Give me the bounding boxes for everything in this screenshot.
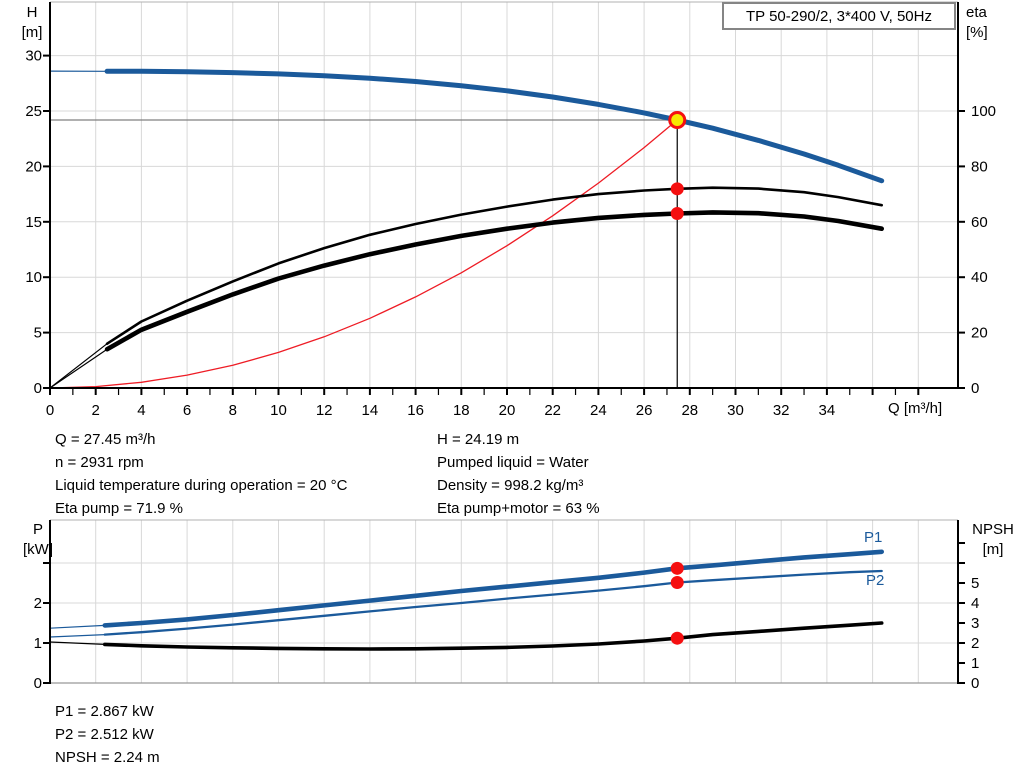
eta-tick-label: 100 [971, 103, 996, 120]
power-results: P1 = 2.867 kW P2 = 2.512 kW NPSH = 2.24 … [55, 700, 160, 769]
bottom-duty-marker [671, 632, 684, 645]
npsh-tick-label: 3 [971, 615, 979, 632]
h-tick-label: 0 [34, 380, 42, 397]
npsh-tick-label: 4 [971, 595, 979, 612]
pump-curves-canvas: 0246810121416182022242628303234051015202… [0, 0, 1024, 781]
x-tick-label: 12 [316, 402, 333, 419]
curve-lead-p2-curve [50, 635, 105, 637]
p-axis-label-unit: [kW] [18, 540, 58, 560]
q-axis-label: Q [m³/h] [888, 400, 942, 417]
curve-lead-eta-pump [50, 344, 107, 388]
p-axis-label-symbol: P [18, 520, 58, 540]
p1-series-label: P1 [864, 529, 882, 546]
curve-eta-pump [107, 188, 882, 344]
h-axis-label: H [m] [14, 3, 50, 43]
duty-point-marker [670, 112, 685, 127]
result-line: NPSH = 2.24 m [55, 746, 160, 769]
eta-tick-label: 80 [971, 158, 988, 175]
annotation-line: Q = 27.45 m³/h [55, 428, 347, 451]
x-tick-label: 28 [681, 402, 698, 419]
x-tick-label: 32 [773, 402, 790, 419]
duty-annotations-right: H = 24.19 m Pumped liquid = Water Densit… [437, 428, 600, 520]
result-line: P1 = 2.867 kW [55, 700, 160, 723]
x-tick-label: 14 [362, 402, 379, 419]
x-tick-label: 10 [270, 402, 287, 419]
x-tick-label: 22 [544, 402, 561, 419]
annotation-line: n = 2931 rpm [55, 451, 347, 474]
curve-npsh-curve [105, 623, 882, 649]
x-tick-label: 20 [499, 402, 516, 419]
annotation-line: Eta pump = 71.9 % [55, 497, 347, 520]
eta-tick-label: 40 [971, 269, 988, 286]
npsh-axis-label: NPSH [m] [963, 520, 1023, 560]
x-tick-label: 30 [727, 402, 744, 419]
p-tick-label: 2 [34, 595, 42, 612]
p-axis-label: P [kW] [18, 520, 58, 560]
npsh-tick-label: 2 [971, 635, 979, 652]
annotation-line: Density = 998.2 kg/m³ [437, 474, 600, 497]
npsh-axis-label-symbol: NPSH [963, 520, 1023, 540]
x-tick-label: 6 [183, 402, 191, 419]
p-tick-label: 1 [34, 635, 42, 652]
x-tick-label: 2 [92, 402, 100, 419]
npsh-tick-label: 0 [971, 675, 979, 692]
npsh-axis-label-unit: [m] [963, 540, 1023, 560]
bottom-duty-marker [671, 576, 684, 589]
pump-title: TP 50-290/2, 3*400 V, 50Hz [746, 8, 932, 25]
eta-axis-label-symbol: eta [966, 3, 1012, 23]
h-tick-label: 20 [25, 158, 42, 175]
pump-performance-panel: 0246810121416182022242628303234051015202… [0, 0, 1024, 781]
x-tick-label: 34 [819, 402, 836, 419]
h-tick-label: 5 [34, 325, 42, 342]
p-tick-label: 0 [34, 675, 42, 692]
h-tick-label: 15 [25, 214, 42, 231]
annotation-line: Eta pump+motor = 63 % [437, 497, 600, 520]
result-line: P2 = 2.512 kW [55, 723, 160, 746]
h-axis-label-symbol: H [14, 3, 50, 23]
h-tick-label: 25 [25, 103, 42, 120]
x-tick-label: 26 [636, 402, 653, 419]
x-tick-label: 0 [46, 402, 54, 419]
h-axis-label-unit: [m] [14, 23, 50, 43]
eta-axis-label-unit: [%] [966, 23, 1012, 43]
h-tick-label: 10 [25, 269, 42, 286]
curve-lead-eta-pump-plus-motor [50, 349, 107, 388]
npsh-tick-label: 5 [971, 575, 979, 592]
npsh-tick-label: 1 [971, 655, 979, 672]
pump-title-box: TP 50-290/2, 3*400 V, 50Hz [722, 2, 956, 30]
x-tick-label: 4 [137, 402, 145, 419]
eta-tick-label: 0 [971, 380, 979, 397]
eta-duty-marker [671, 207, 684, 220]
x-tick-label: 16 [407, 402, 424, 419]
eta-tick-label: 60 [971, 214, 988, 231]
annotation-line: H = 24.19 m [437, 428, 600, 451]
curve-head-curve [107, 71, 882, 181]
bottom-duty-marker [671, 562, 684, 575]
x-tick-label: 8 [229, 402, 237, 419]
eta-tick-label: 20 [971, 325, 988, 342]
eta-axis-label: eta [%] [966, 3, 1012, 43]
curve-eta-pump-plus-motor [107, 212, 882, 349]
h-tick-label: 30 [25, 48, 42, 65]
annotation-line: Pumped liquid = Water [437, 451, 600, 474]
annotation-line: Liquid temperature during operation = 20… [55, 474, 347, 497]
duty-annotations-left: Q = 27.45 m³/h n = 2931 rpm Liquid tempe… [55, 428, 347, 520]
eta-duty-marker [671, 182, 684, 195]
x-tick-label: 18 [453, 402, 470, 419]
x-tick-label: 24 [590, 402, 607, 419]
p2-series-label: P2 [866, 572, 884, 589]
curve-lead-p1-curve [50, 625, 105, 628]
